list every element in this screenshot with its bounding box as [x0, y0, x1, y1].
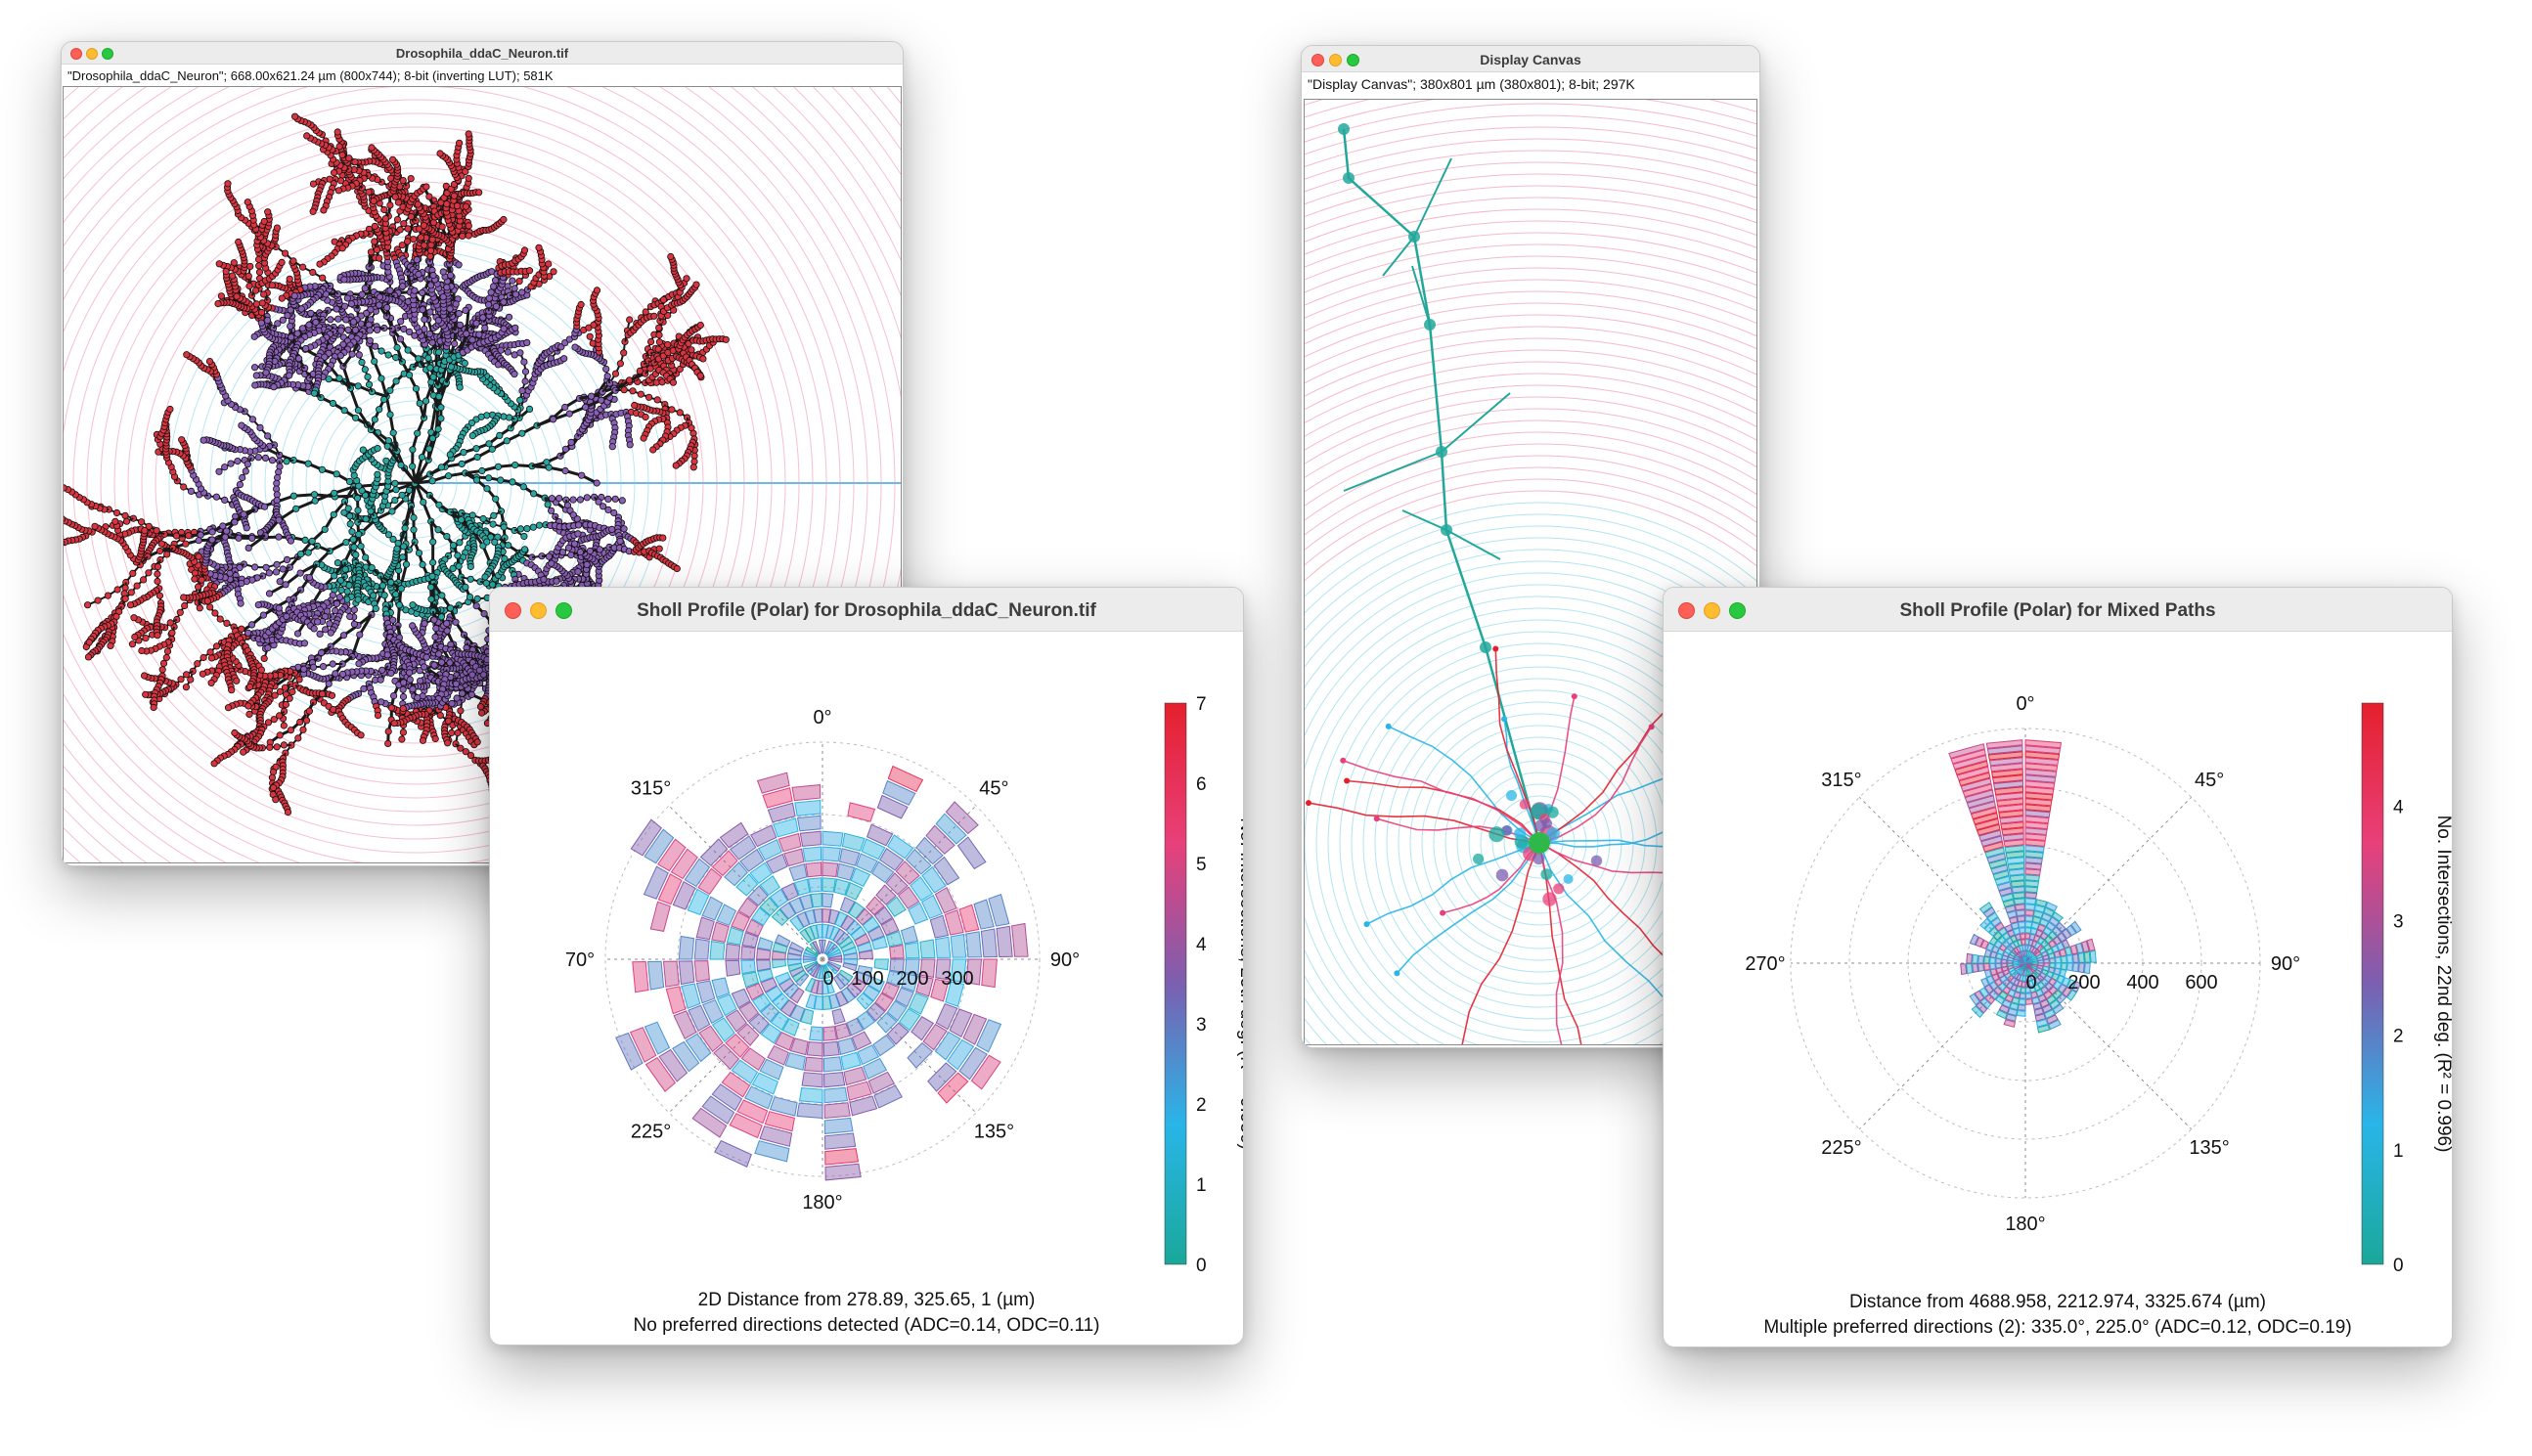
colorbar-tick: 1	[1196, 1175, 1207, 1196]
colorbar-tick: 1	[2393, 1141, 2404, 1162]
angle-label: 315°	[631, 778, 671, 800]
radial-tick-label: 0	[2025, 972, 2036, 993]
window-title: Sholl Profile (Polar) for Drosophila_dda…	[637, 600, 1096, 621]
window-titlebar[interactable]: Display Canvas	[1302, 46, 1759, 72]
angle-label: 180°	[802, 1192, 842, 1213]
angle-label: 135°	[974, 1121, 1014, 1142]
angle-label: 90°	[2271, 953, 2300, 975]
colorbar	[2361, 702, 2384, 1265]
minimize-icon[interactable]	[530, 602, 547, 619]
colorbar-tick: 5	[1196, 855, 1207, 875]
angle-label: 135°	[2189, 1137, 2229, 1159]
colorbar-tick: 3	[2393, 912, 2404, 933]
colorbar-tick: 2	[2393, 1027, 2404, 1047]
window-title: Drosophila_ddaC_Neuron.tif	[395, 46, 569, 61]
colorbar	[1164, 702, 1187, 1265]
zoom-icon[interactable]	[1347, 54, 1359, 66]
close-icon[interactable]	[1311, 54, 1324, 66]
image-info-line: "Drosophila_ddaC_Neuron"; 668.00x621.24 …	[67, 68, 554, 83]
colorbar-tick: 2	[1196, 1095, 1207, 1116]
minimize-icon[interactable]	[1329, 54, 1342, 66]
radial-tick-label: 200	[896, 968, 928, 990]
colorbar-tick: 4	[2393, 797, 2404, 817]
radial-tick-label: 100	[851, 968, 883, 990]
angle-label: 270°	[1745, 953, 1785, 975]
colorbar-tick: 0	[1196, 1256, 1207, 1276]
zoom-icon[interactable]	[555, 602, 572, 619]
window-titlebar[interactable]: Drosophila_ddaC_Neuron.tif	[62, 42, 903, 65]
window-title: Sholl Profile (Polar) for Mixed Paths	[1899, 600, 2216, 621]
display-canvas-window[interactable]: Display Canvas "Display Canvas"; 380x801…	[1301, 45, 1760, 1048]
close-icon[interactable]	[70, 48, 82, 60]
distance-caption: Distance from 4688.958, 2212.974, 3325.6…	[1848, 1292, 2267, 1312]
colorbar-label: No. Intersections, 22nd deg. (R² = 0.996…	[2433, 816, 2452, 1153]
sholl-polar-window-1[interactable]: Sholl Profile (Polar) for Drosophila_dda…	[489, 587, 1244, 1346]
angle-label: 45°	[979, 778, 1008, 800]
angle-label: 90°	[1050, 949, 1080, 971]
colorbar-label: No. Intersections, 25th deg. (R² = 0.956…	[1236, 817, 1243, 1150]
direction-caption: Multiple preferred directions (2): 335.0…	[1763, 1317, 2352, 1338]
angle-label: 45°	[2195, 770, 2224, 791]
sholl-polar-plot: 0° 45° 90° 135° 180° 225° 270° 315° 0 200 400 600 0…	[1745, 693, 2452, 1276]
radial-tick-label: 0	[822, 968, 833, 990]
radial-tick-label: 300	[941, 968, 973, 990]
angle-label: 315°	[1821, 770, 1861, 791]
radial-tick-label: 400	[2126, 972, 2158, 993]
angle-label: 225°	[1821, 1137, 1861, 1159]
zoom-icon[interactable]	[102, 48, 113, 60]
angle-label: 0°	[813, 707, 831, 728]
radial-tick-label: 600	[2185, 972, 2217, 993]
angle-label: 180°	[2005, 1213, 2045, 1235]
direction-caption: No preferred directions detected (ADC=0.…	[633, 1315, 1100, 1336]
colorbar-tick: 0	[2393, 1256, 2404, 1276]
window-titlebar[interactable]: Sholl Profile (Polar) for Drosophila_dda…	[490, 588, 1243, 632]
neuron-tracing	[64, 87, 901, 862]
minimize-icon[interactable]	[1704, 602, 1720, 619]
window-titlebar[interactable]: Sholl Profile (Polar) for Mixed Paths	[1664, 588, 2452, 632]
close-icon[interactable]	[1678, 602, 1695, 619]
radial-tick-label: 200	[2067, 972, 2100, 993]
sholl-polar-plot: 0° 45° 90° 135° 180° 225° 70° 315° 0 100 200 300 0 1…	[565, 694, 1243, 1276]
window-title: Display Canvas	[1480, 52, 1581, 67]
close-icon[interactable]	[505, 602, 521, 619]
angle-label: 70°	[565, 949, 595, 971]
zoom-icon[interactable]	[1729, 602, 1746, 619]
minimize-icon[interactable]	[86, 48, 98, 60]
distance-caption: 2D Distance from 278.89, 325.65, 1 (µm)	[697, 1290, 1036, 1310]
image-info-line: "Display Canvas"; 380x801 µm (380x801); …	[1308, 76, 1635, 92]
colorbar-tick: 3	[1196, 1015, 1207, 1036]
colorbar-tick: 4	[1196, 935, 1207, 955]
colorbar-tick: 7	[1196, 694, 1207, 715]
angle-label: 225°	[631, 1121, 671, 1142]
angle-label: 0°	[2016, 693, 2034, 715]
colorbar-tick: 6	[1196, 774, 1207, 795]
sholl-polar-window-2[interactable]: Sholl Profile (Polar) for Mixed Paths 0°…	[1663, 587, 2453, 1347]
